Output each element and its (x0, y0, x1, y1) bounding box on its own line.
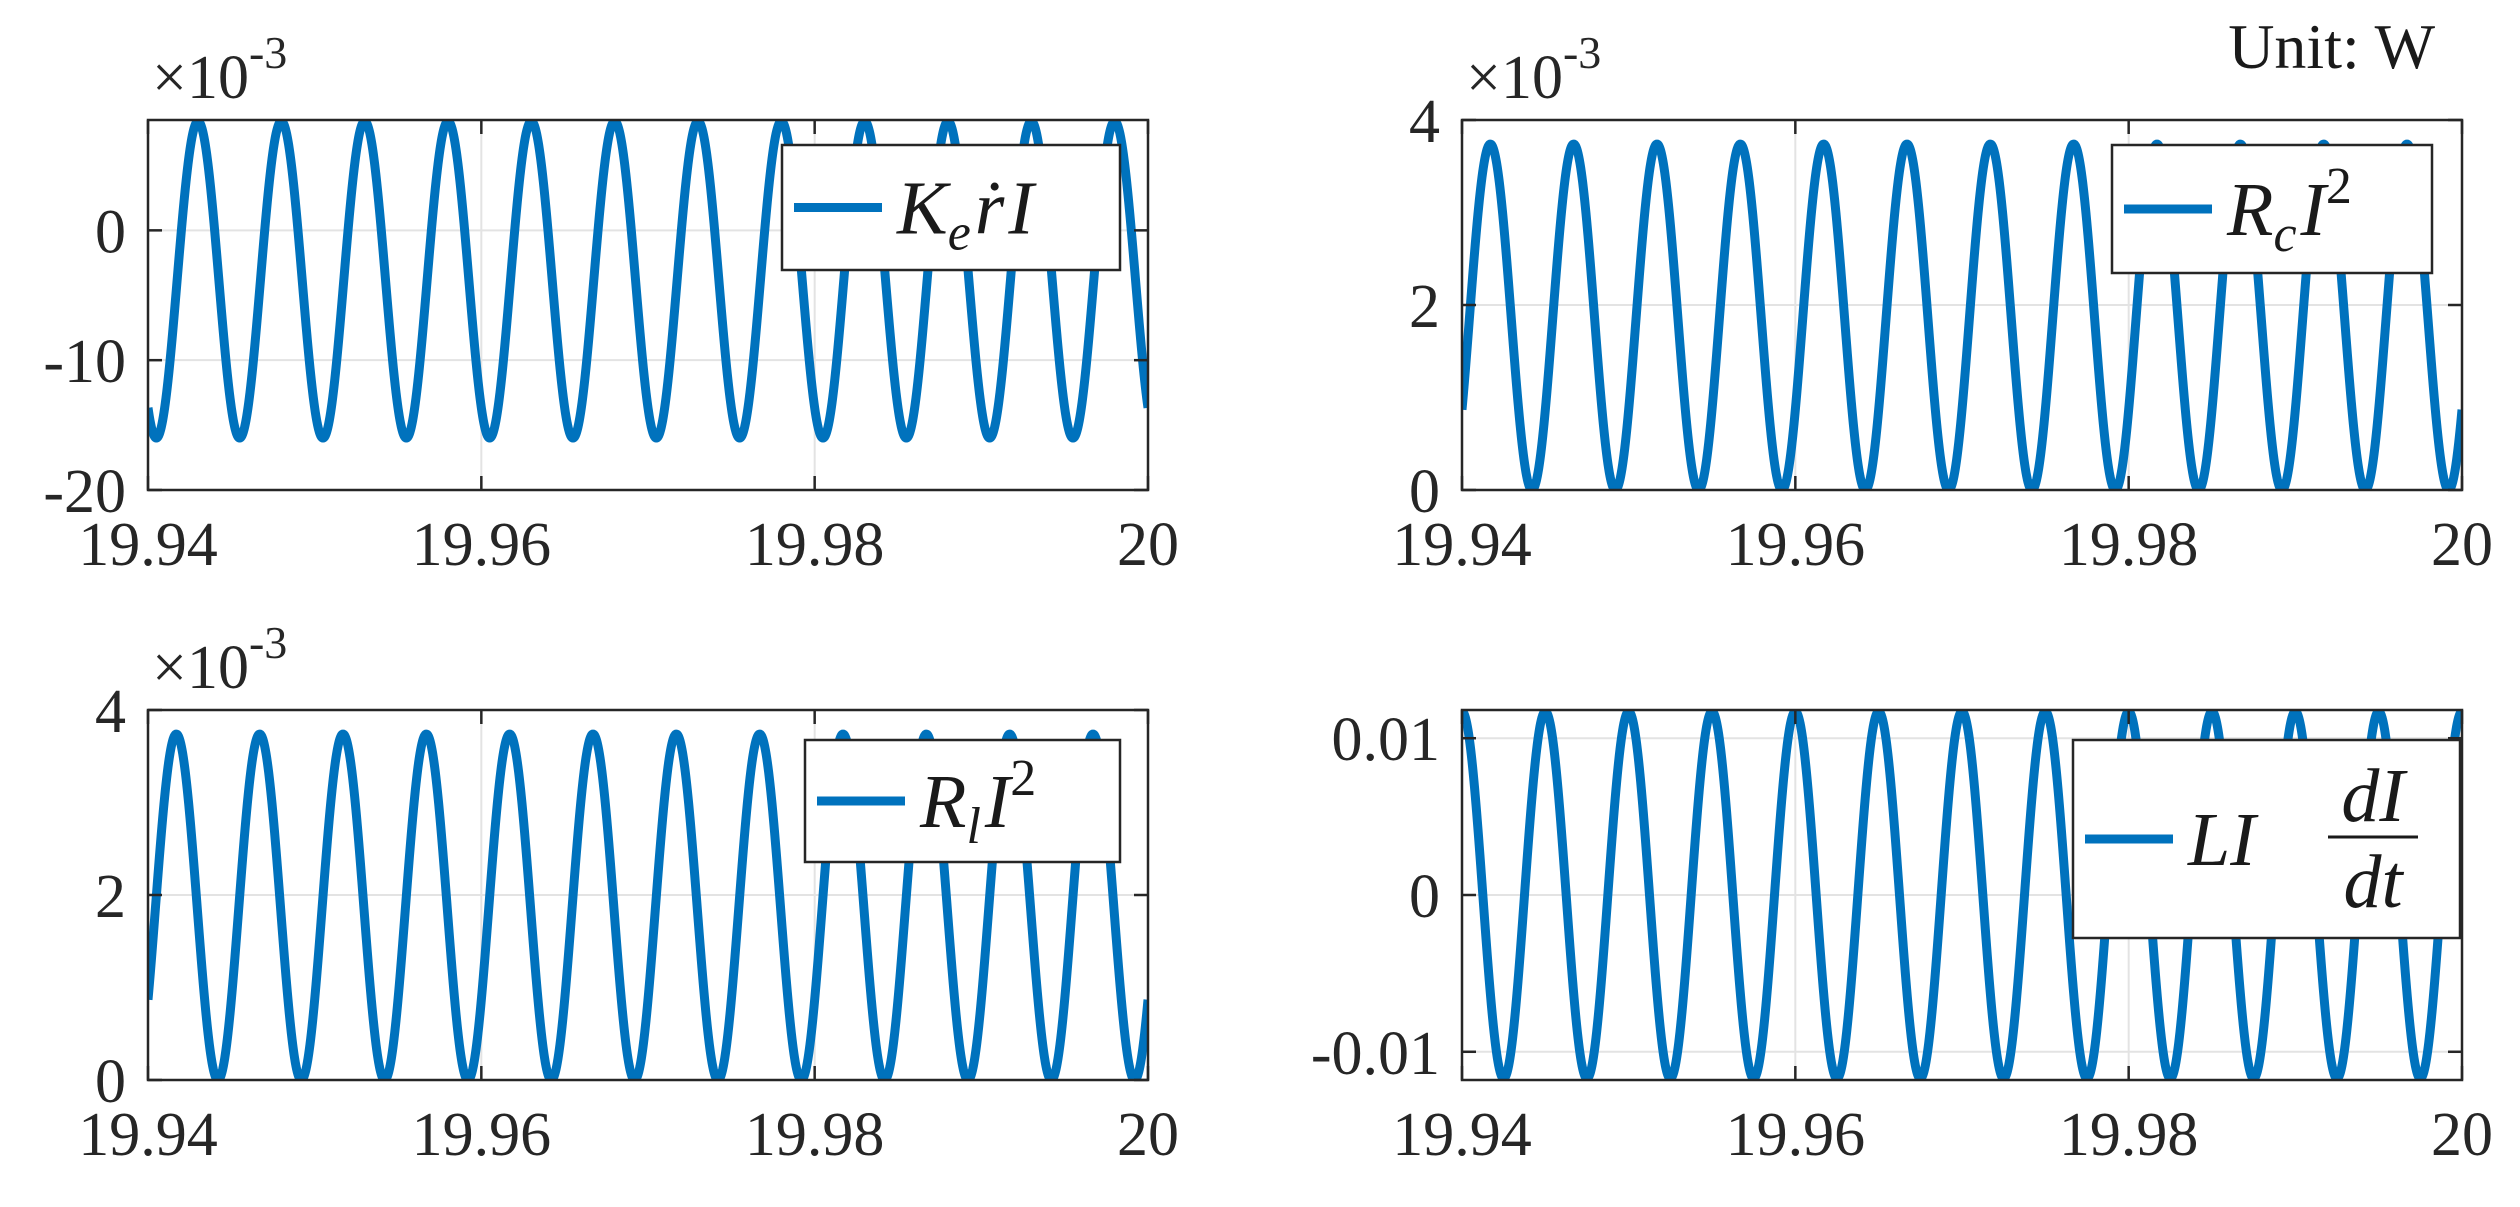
legend-label: RcI2 (2226, 158, 2352, 263)
y-tick-label: 4 (95, 678, 126, 746)
y-tick-label: 0.01 (1332, 706, 1441, 774)
legend-label: KeṙI (896, 167, 1037, 262)
legend-label-li: LI (2187, 798, 2259, 882)
exponent-label: ×10-3 (152, 617, 287, 702)
x-tick-label: 19.96 (1726, 1101, 1866, 1169)
panel-rc-i2: 19.94 19.96 19.98 20 0 2 4 ×10-3 RcI2 (1392, 27, 2493, 579)
x-tick-label: 19.94 (1392, 1101, 1532, 1169)
y-tick-label: 4 (1409, 88, 1440, 156)
x-tick-label: 19.96 (1726, 511, 1866, 579)
legend: RcI2 (2110, 143, 2434, 275)
y-tick-label: 0 (1409, 863, 1440, 931)
x-tick-label: 19.94 (78, 1101, 218, 1169)
series-line (148, 729, 1148, 1080)
y-tick-label: -0.01 (1311, 1020, 1440, 1088)
x-tick-label: 19.96 (412, 1101, 552, 1169)
x-tick-label: 19.96 (412, 511, 552, 579)
x-tick-label: 19.94 (78, 511, 218, 579)
axes-box (146, 118, 1150, 492)
y-tick-label: 0 (95, 198, 126, 266)
y-tick-label: -10 (43, 328, 126, 396)
x-tick-label: 20 (2431, 511, 2493, 579)
x-tick-label: 19.98 (745, 511, 885, 579)
x-tick-label: 19.98 (2059, 511, 2199, 579)
y-tick-label: 2 (1409, 273, 1440, 341)
x-tick-label: 19.98 (745, 1101, 885, 1169)
exponent-label: ×10-3 (1466, 27, 1601, 112)
x-tick-label: 20 (2431, 1101, 2493, 1169)
x-tick-label: 19.94 (1392, 511, 1532, 579)
panel-ke-rdot-i: 19.94 19.96 19.98 20 -20 -10 0 ×10-3 KeṙI (43, 27, 1179, 579)
x-tick-label: 20 (1117, 1101, 1179, 1169)
x-tick-label: 19.98 (2059, 1101, 2199, 1169)
panel-rl-i2: 19.94 19.96 19.98 20 0 2 4 ×10-3 RlI2 (78, 617, 1179, 1169)
legend-label: RlI2 (919, 750, 1036, 855)
legend-frac-num: dI (2341, 754, 2408, 838)
y-tick-label: -20 (43, 458, 126, 526)
y-tick-label: 2 (95, 863, 126, 931)
unit-note: Unit: W (2228, 11, 2435, 82)
y-tick-label: 0 (95, 1048, 126, 1116)
series-line (148, 120, 1148, 443)
series-line (1462, 710, 2462, 1080)
legend-box (2110, 143, 2434, 275)
exponent-label: ×10-3 (152, 27, 287, 112)
series-line (1462, 139, 2462, 490)
legend: KeṙI (780, 143, 1122, 272)
x-tick-label: 20 (1117, 511, 1179, 579)
legend-frac-den: dt (2343, 840, 2404, 924)
y-tick-label: 0 (1409, 458, 1440, 526)
legend: RlI2 (803, 738, 1122, 864)
